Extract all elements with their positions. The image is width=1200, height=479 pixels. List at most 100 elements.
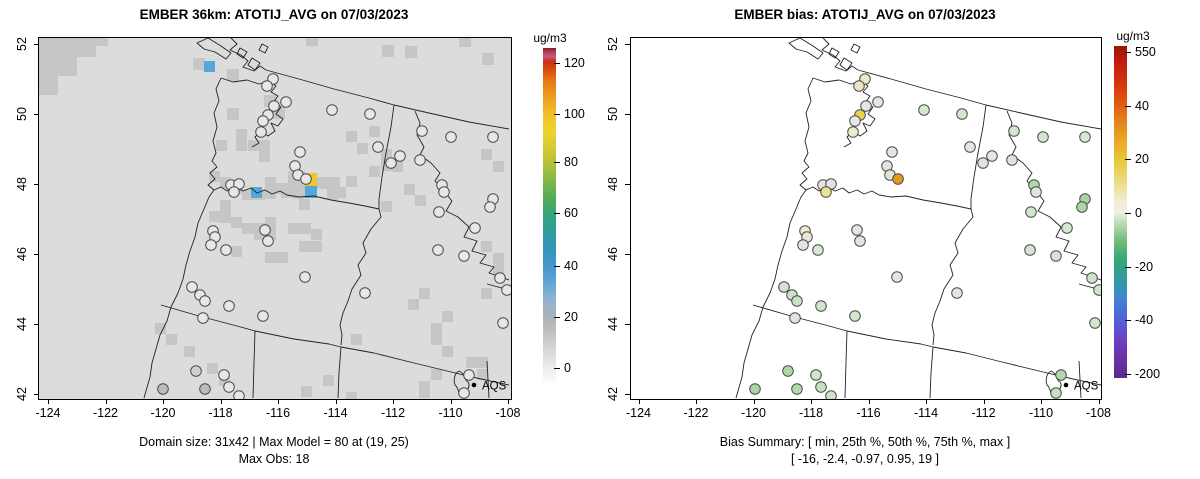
station-marker: [977, 157, 989, 169]
station-marker: [986, 150, 998, 162]
x-tick-label: -116: [265, 406, 291, 420]
station-marker: [385, 157, 397, 169]
station-marker: [223, 381, 235, 393]
station-marker: [964, 141, 976, 153]
station-marker: [438, 186, 450, 198]
aqs-legend-dot: [471, 382, 477, 388]
model-grid-cell: [209, 211, 220, 222]
model-grid-cell: [442, 346, 453, 357]
model-grid-cell: [346, 176, 357, 187]
model-grid-cell: [346, 131, 357, 142]
station-marker: [849, 115, 861, 127]
station-marker: [259, 224, 271, 236]
station-marker: [261, 80, 273, 92]
model-grid-cell: [166, 334, 177, 345]
station-marker: [458, 250, 470, 262]
model-grid-cell: [231, 217, 242, 228]
model-grid-cell: [369, 126, 380, 137]
station-marker: [1006, 154, 1018, 166]
model-grid-cell: [419, 288, 430, 299]
model-grid-cell: [306, 38, 318, 46]
x-axis-tick: [105, 399, 107, 404]
station-marker: [1024, 244, 1036, 256]
border-49n-outline: [857, 69, 1101, 130]
model-grid-cell: [288, 223, 311, 234]
station-marker: [394, 150, 406, 162]
colorbar-tick-label: 20: [1135, 152, 1149, 167]
y-tick-label: 42: [15, 387, 29, 401]
station-marker: [1061, 222, 1073, 234]
colorbar-tick: [1125, 374, 1131, 376]
station-marker: [233, 390, 245, 399]
y-axis-tick: [625, 184, 630, 185]
bc-coast-outline: [821, 38, 859, 72]
station-marker: [199, 295, 211, 307]
y-tick-label: 46: [606, 247, 620, 261]
station-marker: [892, 173, 904, 185]
station-marker: [815, 300, 827, 312]
station-marker: [797, 239, 809, 251]
station-marker: [812, 244, 824, 256]
station-marker: [326, 104, 338, 116]
station-marker: [223, 300, 235, 312]
station-marker: [1008, 125, 1020, 137]
station-marker: [1086, 272, 1098, 284]
coast-main-outline: [143, 77, 222, 399]
vancouver-island-outline: [196, 38, 232, 60]
colorbar-tick: [554, 161, 560, 164]
x-tick-label: -108: [1085, 406, 1112, 420]
colorbar-tick-label: 0: [564, 360, 571, 375]
x-tick-label: -118: [208, 406, 233, 420]
y-tick-label: 42: [606, 387, 620, 401]
station-marker: [364, 108, 376, 120]
model-grid-cell: [265, 177, 276, 199]
model-grid-cell: [96, 38, 108, 46]
station-marker: [951, 287, 963, 299]
x-axis-tick: [868, 399, 870, 404]
y-tick-label: 52: [606, 37, 620, 51]
station-marker: [1089, 317, 1101, 329]
model-grid-cell: [493, 161, 504, 172]
colorbar-tick: [1125, 159, 1131, 161]
x-tick-label: -120: [740, 406, 767, 420]
station-marker: [228, 186, 240, 198]
model-grid-cell: [481, 149, 492, 160]
colorbar-tick: [554, 266, 560, 268]
x-tick-label: -112: [971, 406, 996, 420]
vancouver-island-outline: [788, 38, 824, 60]
model-grid-cell: [369, 166, 380, 177]
station-marker: [262, 235, 274, 247]
border-wa-id-outline: [378, 104, 395, 209]
border-42n-outline: [752, 304, 1101, 386]
station-marker: [432, 244, 444, 256]
x-axis-tick: [811, 399, 812, 404]
model-caption-1: Domain size: 31x42 | Max Model = 80 at (…: [139, 435, 409, 449]
puget-sound-outline: [812, 77, 876, 148]
model-grid-cell: [408, 299, 419, 310]
model-grid-cell: [482, 53, 494, 65]
x-tick-label: -122: [683, 406, 709, 420]
panel-model-title: EMBER 36km: ATOTIJ_AVG on 07/03/2023: [139, 7, 409, 22]
station-marker: [810, 369, 822, 381]
x-axis-tick: [220, 399, 222, 404]
model-grid-cell: [481, 241, 492, 252]
colorbar-tick: [554, 212, 560, 215]
colorbar-tick: [554, 63, 560, 65]
x-axis-tick: [393, 399, 394, 404]
model-grid-cell-high: [305, 186, 317, 198]
y-tick-label: 50: [606, 107, 620, 121]
y-tick-label: 52: [15, 37, 29, 51]
border-ca-nv-outline: [844, 330, 848, 399]
station-marker: [815, 381, 827, 393]
model-grid-cell: [155, 323, 166, 334]
colorbar-tick: [554, 316, 560, 319]
model-grid-cell: [493, 253, 504, 275]
model-grid-cell: [216, 140, 227, 151]
model-grid-cell: [392, 161, 403, 172]
colorbar-tick-label: 40: [1135, 98, 1149, 113]
station-marker: [782, 365, 794, 377]
station-marker: [257, 310, 269, 322]
y-axis-tick: [34, 44, 39, 45]
y-tick-label: 50: [15, 107, 29, 121]
